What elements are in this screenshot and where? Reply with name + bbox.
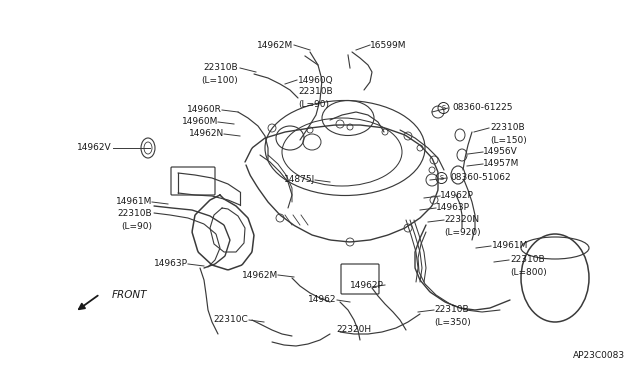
- Text: 14960Q: 14960Q: [298, 76, 333, 84]
- Text: 14962: 14962: [307, 295, 336, 305]
- Text: AP23C0083: AP23C0083: [573, 351, 625, 360]
- Text: 22310B: 22310B: [298, 87, 333, 96]
- Text: 16599M: 16599M: [370, 41, 406, 49]
- Text: 14962P: 14962P: [350, 280, 384, 289]
- Text: 22310B: 22310B: [510, 256, 545, 264]
- Text: 14960R: 14960R: [187, 106, 222, 115]
- Text: 22310C: 22310C: [213, 315, 248, 324]
- Text: 08360-61225: 08360-61225: [452, 103, 513, 112]
- Text: 22310B: 22310B: [490, 124, 525, 132]
- Text: 22310B: 22310B: [434, 305, 468, 314]
- Text: (L=800): (L=800): [510, 267, 547, 276]
- Text: 14960M: 14960M: [182, 118, 218, 126]
- Text: 14961M: 14961M: [492, 241, 529, 250]
- Text: 22310B: 22310B: [204, 64, 238, 73]
- Text: 22310B: 22310B: [117, 209, 152, 218]
- Text: 14962V: 14962V: [77, 144, 112, 153]
- Text: 14875J: 14875J: [284, 176, 315, 185]
- Text: 14962N: 14962N: [189, 129, 224, 138]
- Text: 14962P: 14962P: [440, 192, 474, 201]
- Text: FRONT: FRONT: [112, 290, 147, 300]
- Text: 14961M: 14961M: [116, 198, 152, 206]
- Text: (L=100): (L=100): [201, 76, 238, 84]
- Text: 08360-51062: 08360-51062: [450, 173, 511, 183]
- Text: 14962M: 14962M: [242, 270, 278, 279]
- Text: S: S: [442, 105, 445, 111]
- Text: (L=350): (L=350): [434, 317, 471, 327]
- Text: (L=90): (L=90): [121, 221, 152, 231]
- Text: 14963P: 14963P: [154, 260, 188, 269]
- Text: (L=150): (L=150): [490, 135, 527, 144]
- Text: 22320H: 22320H: [336, 326, 371, 334]
- Text: 14956V: 14956V: [483, 148, 518, 157]
- Text: 14963P: 14963P: [436, 203, 470, 212]
- Text: (L=90): (L=90): [298, 99, 329, 109]
- Text: 14962M: 14962M: [257, 41, 293, 49]
- Text: 22320N: 22320N: [444, 215, 479, 224]
- Text: S: S: [440, 175, 444, 181]
- Text: (L=920): (L=920): [444, 228, 481, 237]
- Text: 14957M: 14957M: [483, 160, 520, 169]
